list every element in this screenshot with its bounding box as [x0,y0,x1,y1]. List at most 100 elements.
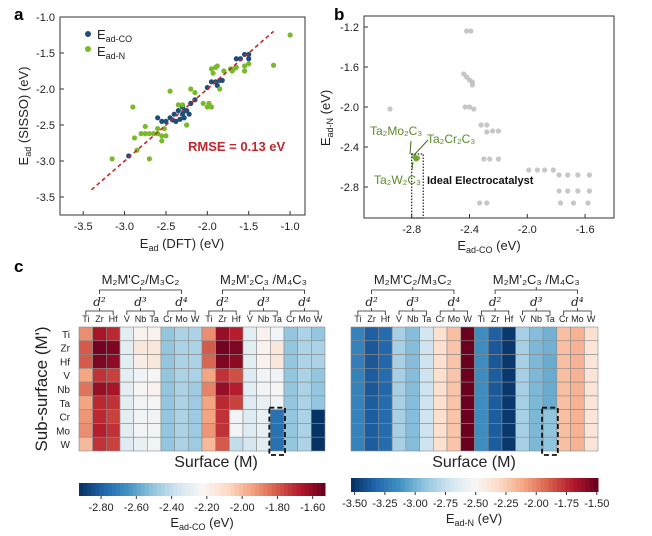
heatmap-cell [256,340,271,355]
subgroup-bracket [563,308,592,315]
heatmap-cell [160,436,175,452]
heatmap-cell [147,368,162,383]
colorbar-segment [569,478,574,492]
heatmap-cell [119,409,134,424]
rmse-annotation: RMSE = 0.13 eV [188,139,286,154]
heatmap-cell [147,436,162,452]
colorbar-segment [255,483,260,496]
colorbar-tick-label: -3.50 [342,498,367,510]
colorbar-segment [210,483,215,496]
column-label: Nb [407,314,419,324]
heatmap-cell [215,436,230,452]
heatmap-cell [311,354,326,369]
heatmap-cell [297,436,312,452]
colorbar-segment [396,478,401,492]
heatmap-cell [78,340,93,355]
label-ta2w2c3: Ta₂W₂C₃ [374,173,421,187]
heatmap-cell [147,340,162,355]
data-point-series-0 [186,111,192,117]
heatmap-cell [474,326,489,342]
heatmap-cell [147,395,162,410]
colorbar-label-co: Ead-CO (eV) [170,515,233,532]
colorbar-segment [375,478,381,492]
heatmap-cell [446,395,462,410]
data-point-series-0 [556,188,562,194]
heatmap-cell [350,423,366,438]
heatmap-cell [133,423,148,438]
heatmap-cell [283,354,298,369]
panel-c-heatmaps: Ti Zr Hf V Nb Ta Cr Mo W Ti Zr Hf V Nb Ta Cr Mo Wd² d³ d⁴M₂… [32,272,609,532]
heatmap-cell [78,423,93,438]
heatmap-cell [270,381,285,397]
heatmap-cell [487,354,503,369]
heatmap-cell [283,409,298,424]
heatmap-cell [501,395,516,410]
data-point-series-1 [146,156,152,162]
heatmap-cell [350,409,366,424]
column-label: Mo [175,314,188,324]
heatmap-cell [106,381,121,397]
heatmap-cell [583,368,599,383]
heatmap-cell [570,354,585,369]
heatmap-cell [242,354,257,369]
heatmap-cell [133,436,148,452]
heatmap-cell [419,409,434,424]
heatmap-cell [529,340,544,355]
heatmap-cell [487,409,503,424]
heatmap-cell [474,395,489,410]
column-label: Ti [82,314,89,324]
colorbar-segment [115,483,121,496]
data-point-series-0 [556,172,562,178]
y-tick-label: -2.0 [340,102,359,114]
data-point-series-1 [150,131,157,137]
colorbar-segment [152,483,158,496]
heatmap-cell [188,354,203,369]
heatmap-cell [160,340,175,355]
colorbar-tick-label: -1.50 [584,498,609,510]
group-bracket [99,287,182,294]
colorbar-segment [124,483,129,496]
data-point-series-0 [173,118,179,124]
colorbar-segment [173,483,178,496]
panel-a-scatter: -3.5 -3.0 -2.5 -2.0 -1.5 -1.0 -1.0 -1.5 -2.0 -2.5… [16,12,306,253]
y-tick-label: -1.5 [36,48,55,60]
data-point-series-1 [155,126,161,132]
colorbar-segment [251,483,256,496]
subgroup-label: d⁴ [298,295,311,309]
column-label: Zr [218,314,227,324]
colorbar-segment [189,483,195,496]
heatmap-cell [106,395,121,410]
column-label: Hf [109,314,118,324]
column-label: Hf [381,314,390,324]
heatmap-cell [474,368,489,383]
data-point-series-0 [464,28,470,34]
heatmap-cell [119,326,134,342]
heatmap-cell [391,368,407,383]
heatmap-cell [419,395,434,410]
heatmap-cell [229,381,244,397]
heatmap-cell [78,381,93,397]
colorbar-segment [120,483,125,496]
heatmap-cell [174,368,189,383]
heatmap-cell [501,436,516,452]
colorbar-segment [589,478,595,492]
data-point-series-1 [200,100,206,106]
colorbar-segment [445,478,451,492]
y-tick-label: -2.4 [340,142,359,154]
heatmap-cell [92,409,107,424]
heatmap-cell [350,381,366,397]
subgroup-label: d² [489,295,502,309]
heatmap-cell [542,326,558,342]
column-label: Nb [258,314,270,324]
heatmap-cell [147,381,162,397]
heatmap-cell [106,368,121,383]
colorbar-segment [83,483,88,496]
heatmap-cell [378,409,393,424]
data-point-series-0 [526,167,532,173]
heatmap-cell [419,354,434,369]
heatmap-cell [133,409,148,424]
heatmap-cell [529,409,544,424]
data-point-series-1 [233,64,239,70]
heatmap-cell [460,354,475,369]
heatmap-cell [529,354,544,369]
